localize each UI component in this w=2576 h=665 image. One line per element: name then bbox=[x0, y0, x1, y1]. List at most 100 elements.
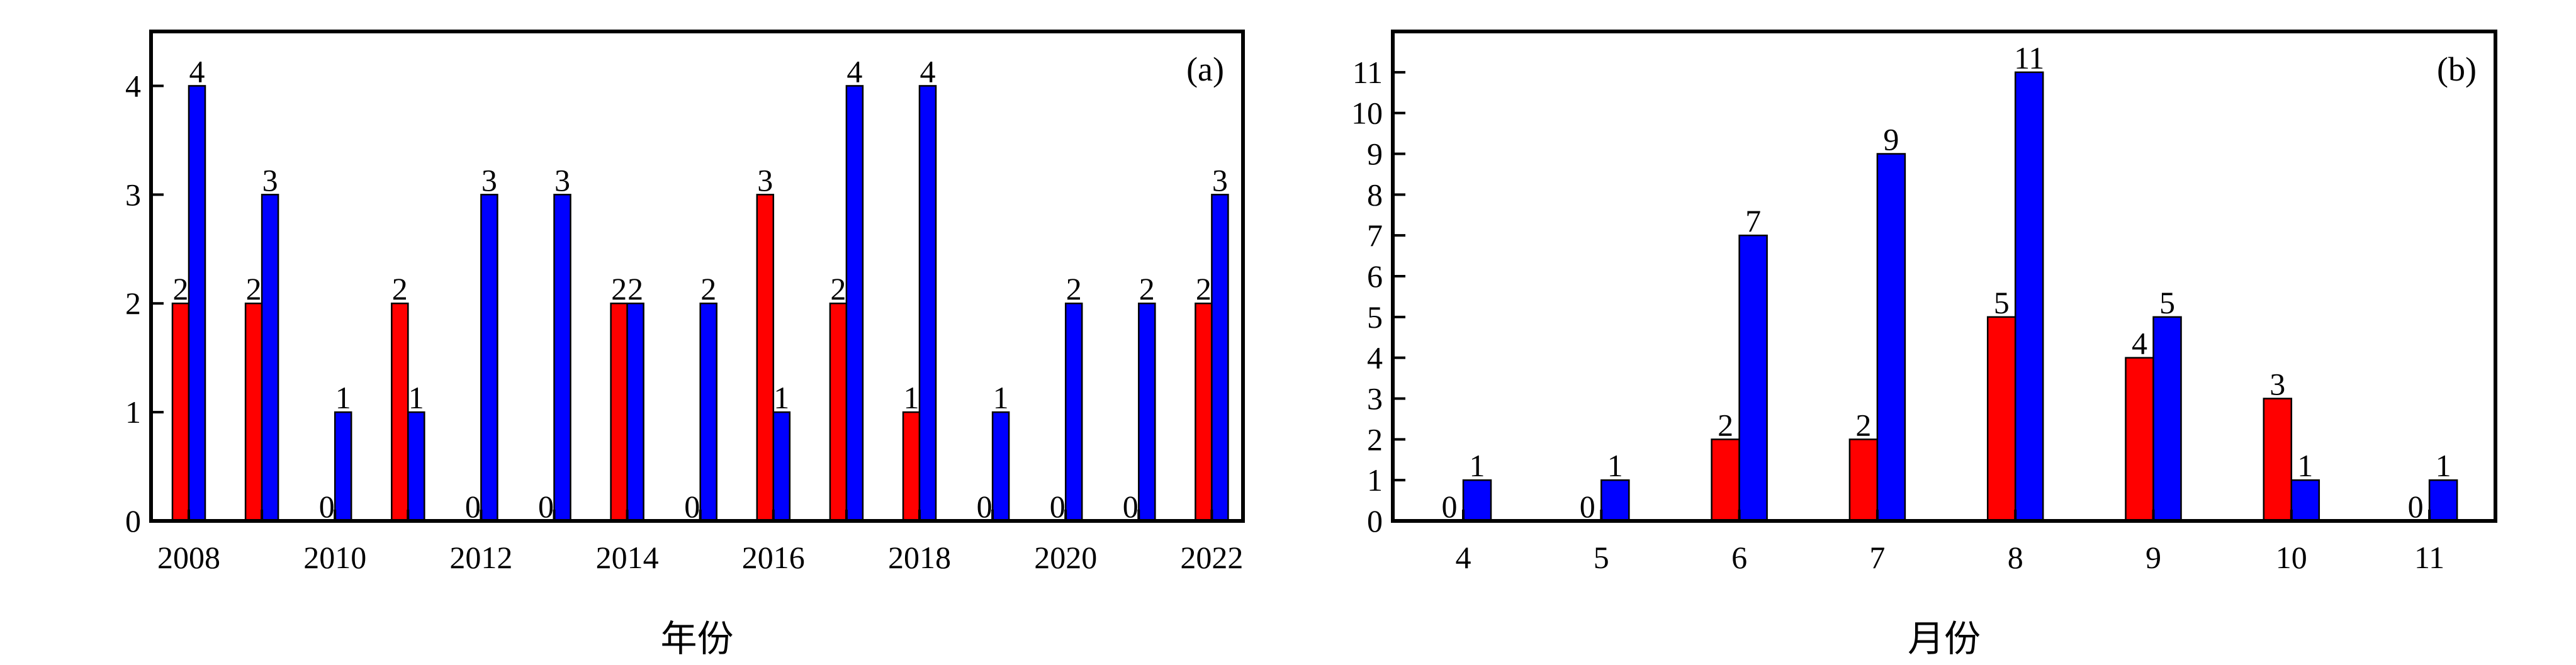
x-tick-label: 4 bbox=[1456, 540, 1471, 575]
y-tick-label: 1 bbox=[1367, 462, 1383, 498]
data-label-red-8: 5 bbox=[1994, 285, 2010, 320]
y-tick-label: 6 bbox=[1367, 259, 1383, 294]
y-tick-label: 4 bbox=[1367, 340, 1383, 376]
data-label-blue-11: 1 bbox=[2436, 448, 2451, 483]
data-label-red-7: 2 bbox=[1855, 407, 1871, 442]
x-tick-label: 2014 bbox=[596, 540, 659, 575]
data-label-red-6: 2 bbox=[1718, 407, 1733, 442]
y-tick-label: 4 bbox=[125, 68, 141, 103]
bar-blue-4 bbox=[1462, 479, 1492, 522]
bar-blue-2014 bbox=[626, 302, 644, 522]
plot-frame bbox=[1391, 30, 2497, 523]
y-tick-label: 11 bbox=[1353, 55, 1383, 90]
panel-label: (a) bbox=[1186, 50, 1224, 88]
bar-blue-6 bbox=[1738, 234, 1768, 522]
data-label-red-5: 0 bbox=[1580, 489, 1595, 524]
x-tick-label: 7 bbox=[1869, 540, 1885, 575]
data-label-blue-2019: 1 bbox=[993, 380, 1009, 415]
bar-blue-2020 bbox=[1064, 302, 1083, 522]
data-label-blue-7: 9 bbox=[1883, 122, 1899, 157]
plot-frame bbox=[149, 30, 1245, 523]
bar-blue-11 bbox=[2428, 479, 2458, 522]
y-tick-label: 5 bbox=[1367, 299, 1383, 335]
bar-red-2011 bbox=[391, 302, 409, 522]
data-label-blue-5: 1 bbox=[1607, 448, 1623, 483]
bar-blue-10 bbox=[2290, 479, 2320, 522]
bar-red-2022 bbox=[1195, 302, 1213, 522]
x-tick-label: 2020 bbox=[1034, 540, 1097, 575]
bar-red-2016 bbox=[756, 194, 775, 522]
bar-blue-2015 bbox=[699, 302, 717, 522]
bar-blue-2012 bbox=[480, 194, 498, 522]
bar-red-2018 bbox=[902, 411, 921, 522]
data-label-blue-2018: 4 bbox=[920, 53, 936, 89]
bar-blue-2022 bbox=[1211, 194, 1229, 522]
data-label-red-2022: 2 bbox=[1196, 271, 1212, 306]
x-tick-label: 2012 bbox=[449, 540, 512, 575]
y-tick-label: 3 bbox=[125, 177, 141, 212]
data-label-blue-2017: 4 bbox=[846, 53, 862, 89]
x-tick-label: 2022 bbox=[1180, 540, 1243, 575]
bar-blue-2017 bbox=[845, 85, 864, 522]
y-tick-label: 9 bbox=[1367, 137, 1383, 172]
data-label-red-2011: 2 bbox=[392, 271, 408, 306]
data-label-red-9: 4 bbox=[2132, 326, 2147, 361]
bar-blue-2010 bbox=[334, 411, 352, 522]
y-tick-label: 2 bbox=[1367, 422, 1383, 457]
bar-blue-2019 bbox=[991, 411, 1010, 522]
data-label-red-2017: 2 bbox=[830, 271, 846, 306]
data-label-red-2012: 0 bbox=[465, 489, 481, 524]
bar-blue-2021 bbox=[1138, 302, 1156, 522]
data-label-blue-2016: 1 bbox=[773, 380, 789, 415]
x-axis-title: 月份 bbox=[1908, 618, 1981, 659]
bar-blue-2013 bbox=[553, 194, 571, 522]
data-label-blue-2014: 2 bbox=[627, 271, 643, 306]
y-tick-label: 3 bbox=[1367, 381, 1383, 416]
data-label-blue-2011: 1 bbox=[408, 380, 424, 415]
data-label-red-2021: 0 bbox=[1123, 489, 1139, 524]
x-tick-label: 2010 bbox=[303, 540, 366, 575]
bar-red-2017 bbox=[829, 302, 848, 522]
data-label-blue-4: 1 bbox=[1470, 448, 1485, 483]
y-tick-label: 7 bbox=[1367, 218, 1383, 253]
bar-red-10 bbox=[2263, 398, 2293, 522]
x-tick-label: 10 bbox=[2276, 540, 2307, 575]
data-label-blue-8: 11 bbox=[2014, 40, 2044, 75]
data-label-blue-2020: 2 bbox=[1066, 271, 1082, 306]
x-tick-label: 2018 bbox=[888, 540, 951, 575]
y-tick-label: 0 bbox=[125, 503, 141, 539]
bar-blue-2016 bbox=[772, 411, 791, 522]
bar-blue-2018 bbox=[918, 85, 937, 522]
bar-red-2014 bbox=[610, 302, 628, 522]
bar-blue-7 bbox=[1876, 153, 1906, 522]
data-label-blue-9: 5 bbox=[2159, 285, 2175, 320]
y-tick-label: 10 bbox=[1351, 96, 1383, 131]
data-label-red-2013: 0 bbox=[538, 489, 554, 524]
x-tick-label: 2016 bbox=[742, 540, 805, 575]
data-label-red-2016: 3 bbox=[757, 162, 773, 198]
x-tick-label: 6 bbox=[1731, 540, 1747, 575]
data-label-blue-10: 1 bbox=[2297, 448, 2313, 483]
data-label-blue-6: 7 bbox=[1745, 203, 1761, 238]
data-label-blue-2021: 2 bbox=[1139, 271, 1155, 306]
x-tick-label: 8 bbox=[2008, 540, 2023, 575]
x-tick-label: 11 bbox=[2414, 540, 2444, 575]
data-label-red-10: 3 bbox=[2269, 367, 2285, 402]
data-label-blue-2015: 2 bbox=[700, 271, 716, 306]
data-label-blue-2012: 3 bbox=[481, 162, 497, 198]
bar-red-8 bbox=[1986, 316, 2016, 522]
data-label-blue-2022: 3 bbox=[1212, 162, 1228, 198]
bar-blue-2009 bbox=[261, 194, 279, 522]
bar-red-6 bbox=[1711, 439, 1740, 522]
data-label-red-2015: 0 bbox=[684, 489, 700, 524]
bar-red-9 bbox=[2125, 357, 2154, 522]
x-tick-label: 5 bbox=[1594, 540, 1609, 575]
data-label-red-2010: 0 bbox=[319, 489, 335, 524]
data-label-red-2020: 0 bbox=[1050, 489, 1066, 524]
x-tick-label: 2008 bbox=[157, 540, 220, 575]
data-label-blue-2010: 1 bbox=[335, 380, 351, 415]
bar-red-2008 bbox=[171, 302, 190, 522]
bar-blue-2011 bbox=[407, 411, 425, 522]
